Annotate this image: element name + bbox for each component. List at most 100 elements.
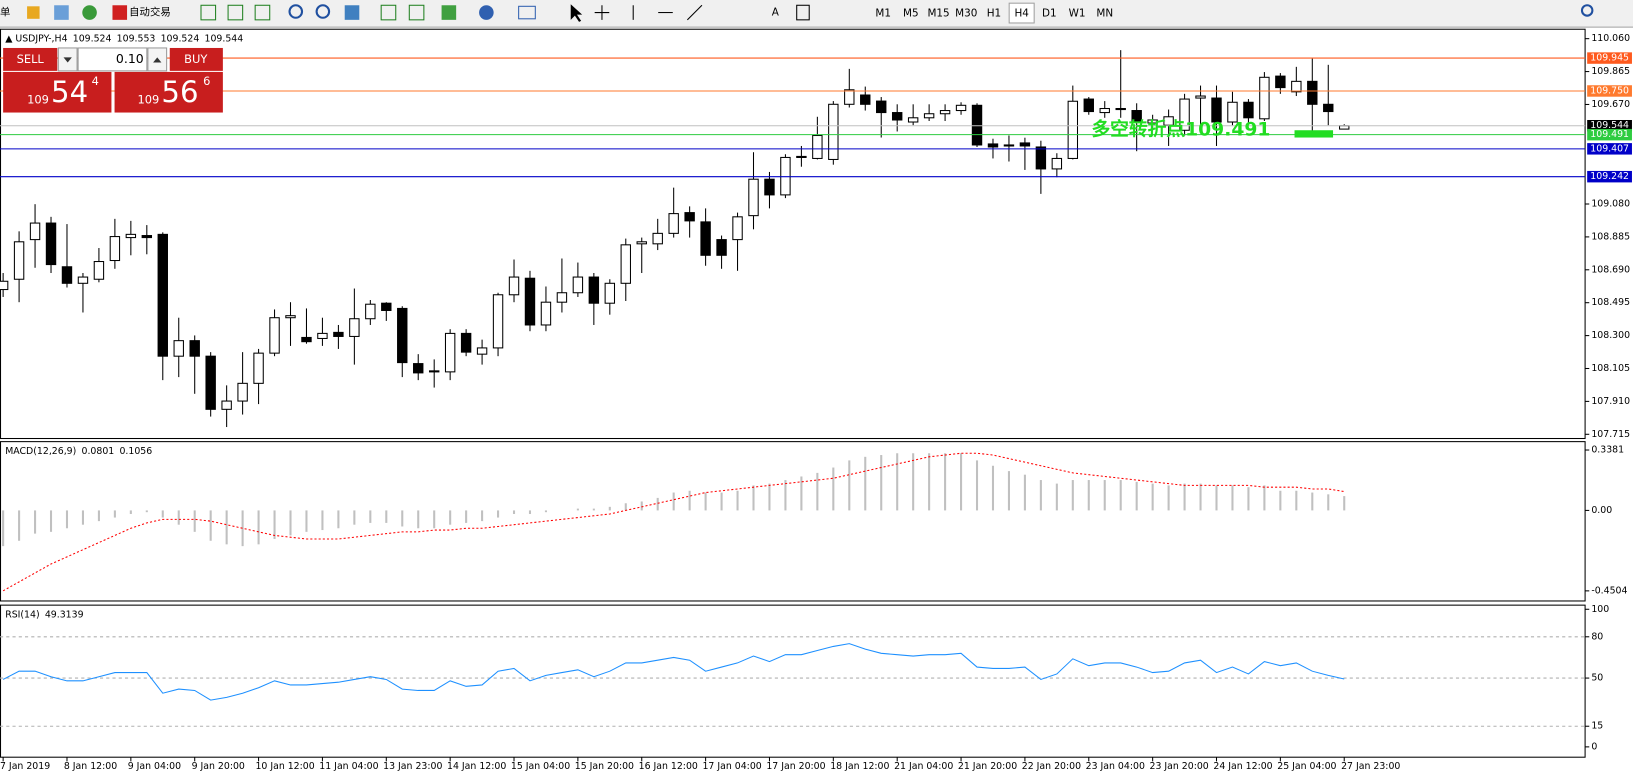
sell-price-big: 109 (27, 93, 49, 107)
timeframe-button[interactable]: W1 (1069, 8, 1086, 20)
annotation: 多空转折点109.491 (1091, 119, 1270, 141)
y-tick-label: 109.670 (1591, 99, 1630, 110)
candle-body (652, 232, 663, 245)
candle-body (1211, 97, 1222, 123)
price-level-label: 109.945 (1590, 53, 1629, 64)
y-tick-label: 108.690 (1591, 264, 1630, 275)
candle-body (588, 276, 600, 304)
candle-body (748, 178, 759, 217)
x-tick-label: 22 Jan 20:00 (1022, 761, 1081, 772)
price-level-tag (1587, 119, 1632, 132)
candle-body (844, 89, 855, 105)
candle-body (1067, 100, 1079, 159)
timeframe-button[interactable]: H1 (987, 8, 1001, 20)
sell-price-main: 54 (51, 75, 88, 109)
candle-body (460, 332, 472, 353)
x-tick-label: 8 Jan 12:00 (64, 761, 117, 772)
header-value: 0.1056 (119, 446, 152, 457)
toolbar-icon[interactable] (594, 5, 610, 20)
timeframe-button[interactable]: M15 (927, 8, 949, 20)
buy-label[interactable]: BUY (184, 52, 208, 66)
panel-header: ▲ USDJPY-,H4 109.524 109.553 109.524 109.544 (5, 33, 243, 44)
candle-body (381, 302, 392, 311)
sell-label[interactable]: SELL (17, 52, 45, 66)
candle-body (1003, 144, 1015, 147)
candle-body (77, 276, 89, 284)
timeframe-button[interactable]: M1 (875, 8, 891, 20)
price-level-tag (1587, 143, 1632, 155)
price-level-label: 109.242 (1590, 171, 1629, 182)
toolbar (0, 0, 1633, 28)
header-value: 109.544 (205, 33, 244, 44)
timeframe-button[interactable]: D1 (1042, 8, 1057, 20)
candle-body (93, 261, 105, 280)
toolbar-icon[interactable] (441, 5, 457, 20)
timeframe-button[interactable]: M5 (903, 8, 919, 20)
candle-body (317, 332, 328, 339)
y-tick-label: 107.910 (1591, 396, 1630, 407)
candle-body (157, 233, 168, 357)
buy-button[interactable] (169, 47, 223, 71)
toolbar-icon[interactable] (380, 4, 397, 21)
toolbar-icon[interactable] (518, 5, 536, 20)
toolbar-icon[interactable] (796, 4, 810, 21)
candle-body (1099, 107, 1110, 114)
candle-body (971, 104, 983, 146)
candle-body (1195, 95, 1206, 99)
candle-body (349, 318, 360, 337)
candle-body (492, 294, 504, 349)
y-tick-label: 50 (1591, 673, 1603, 684)
toolbar-icon[interactable] (479, 5, 494, 20)
timeframe-button[interactable]: H4 (1014, 8, 1029, 20)
toolbar-icon[interactable] (54, 5, 69, 20)
annotation-marker (1294, 130, 1334, 138)
x-tick-label: 24 Jan 12:00 (1213, 761, 1272, 772)
toolbar-icon[interactable] (408, 4, 425, 21)
toolbar-icon[interactable] (315, 4, 331, 19)
toolbar-icon[interactable] (27, 6, 40, 19)
candle-body (764, 178, 775, 196)
price-level-label: 109.544 (1590, 120, 1629, 131)
candle-body (604, 282, 616, 304)
toolbar-icon[interactable] (200, 4, 217, 21)
lot-input[interactable] (77, 47, 148, 72)
header-value: 49.3139 (45, 609, 84, 620)
x-tick-label: 13 Jan 23:00 (383, 761, 442, 772)
sell-button[interactable] (3, 47, 58, 71)
y-tick-label: -0.4504 (1591, 585, 1627, 596)
toolbar-icon[interactable] (344, 5, 360, 20)
timeframe-button[interactable]: M30 (955, 8, 977, 20)
candle-body (1083, 98, 1094, 113)
auto-trade-button[interactable]: 自动交易 (129, 6, 171, 19)
toolbar-icon[interactable] (570, 4, 583, 22)
y-tick-label: 15 (1591, 721, 1603, 732)
buy-price-box[interactable] (114, 71, 223, 113)
search-icon[interactable] (1580, 4, 1594, 17)
toolbar-icon[interactable] (112, 5, 128, 20)
candle-body (253, 352, 264, 384)
candle-body (13, 241, 25, 280)
toolbar-icon[interactable] (686, 4, 703, 21)
toolbar-icon[interactable] (227, 4, 244, 21)
toolbar-icon[interactable] (254, 4, 271, 21)
candle-body (189, 340, 200, 357)
toolbar-icon[interactable] (288, 4, 304, 19)
toolbar-icon[interactable] (82, 5, 97, 20)
candle-body (1051, 157, 1063, 170)
price-level-label: 109.491 (1590, 129, 1629, 140)
indicator-name: RSI(14) (5, 609, 39, 620)
panel-frame (0, 604, 1586, 758)
candle-body (1115, 107, 1126, 111)
chart-area (0, 29, 1586, 758)
timeframe-button[interactable]: MN (1096, 8, 1113, 20)
candle-body (205, 355, 216, 410)
lot-value[interactable]: 0.10 (116, 51, 144, 66)
candle-body (61, 266, 73, 284)
candle-body (556, 292, 568, 303)
candle-body (397, 307, 408, 364)
x-tick-label: 17 Jan 20:00 (766, 761, 825, 772)
sell-price-box[interactable] (3, 71, 112, 113)
candle-body (476, 347, 488, 355)
text-tool[interactable]: A (772, 7, 780, 19)
